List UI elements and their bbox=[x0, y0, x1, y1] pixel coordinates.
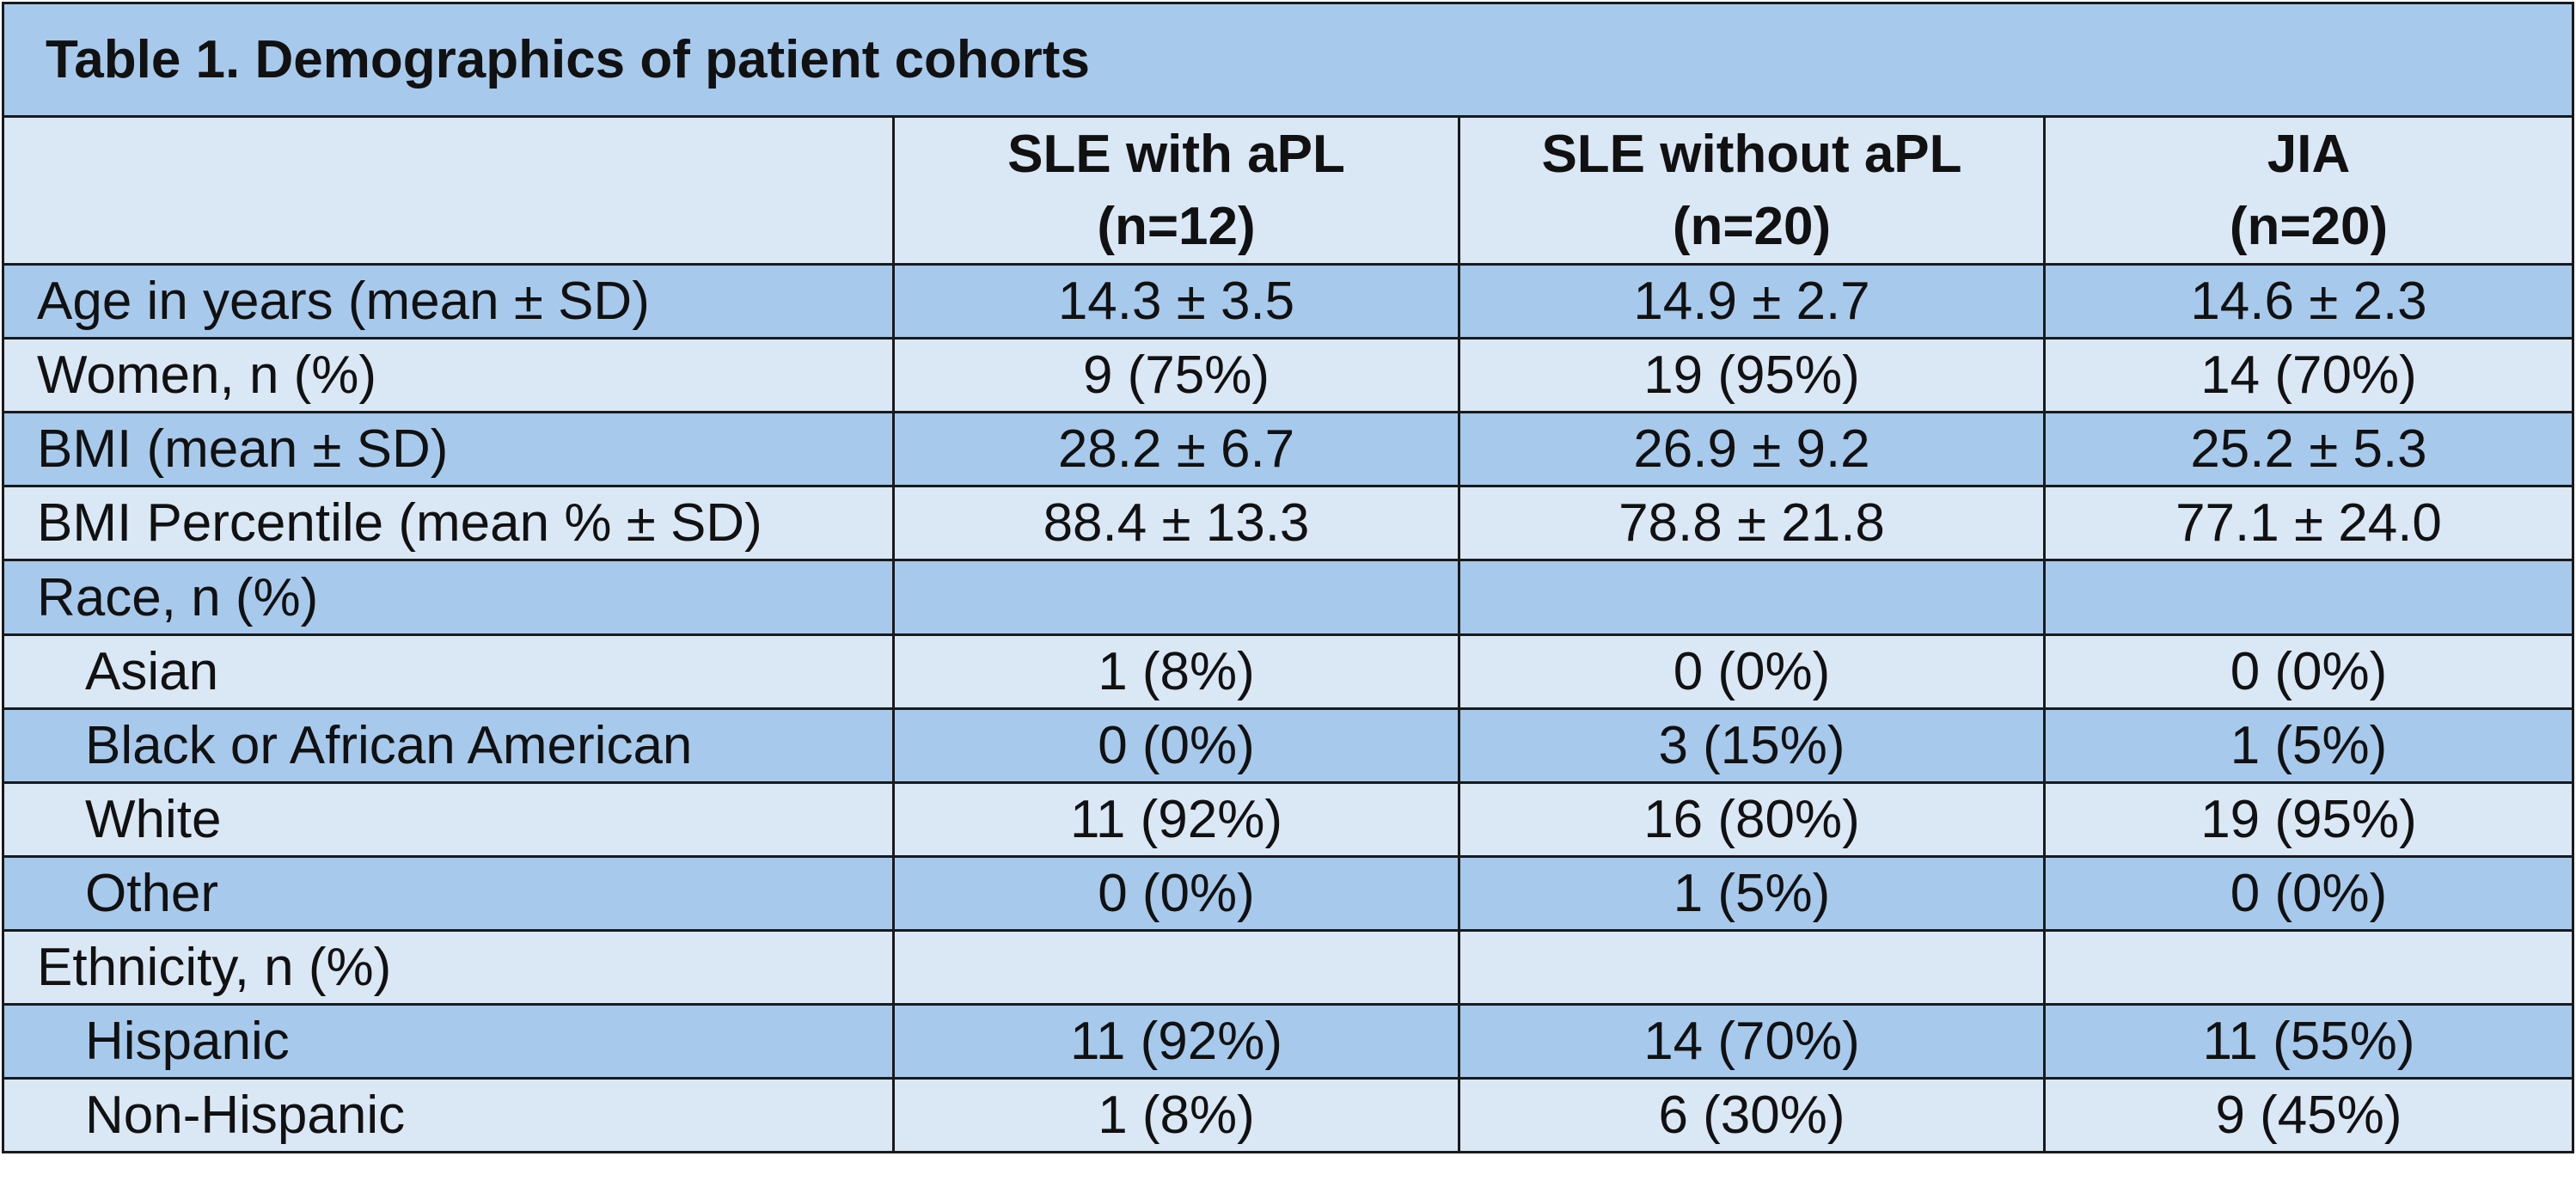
table-row: Non-Hispanic 1 (8%) 6 (30%) 9 (45%) bbox=[2, 1076, 2574, 1154]
row-label: Women, n (%) bbox=[2, 337, 895, 414]
column-header-name: SLE with aPL bbox=[1007, 124, 1345, 184]
column-header-n: (n=20) bbox=[1672, 196, 1832, 256]
row-label: Age in years (mean ± SD) bbox=[2, 263, 895, 340]
table-cell: 6 (30%) bbox=[1458, 1076, 2046, 1154]
table-cell: 0 (0%) bbox=[1458, 633, 2046, 710]
table-row: Ethnicity, n (%) bbox=[2, 928, 2574, 1006]
table-cell: 88.4 ± 13.3 bbox=[892, 485, 1460, 562]
header-empty-cell bbox=[2, 115, 895, 266]
table-cell bbox=[2043, 559, 2574, 636]
table-cell: 1 (5%) bbox=[1458, 854, 2046, 932]
table-cell: 19 (95%) bbox=[1458, 337, 2046, 414]
table-cell: 9 (45%) bbox=[2043, 1076, 2574, 1154]
table-cell: 26.9 ± 9.2 bbox=[1458, 411, 2046, 488]
row-label: BMI Percentile (mean % ± SD) bbox=[2, 485, 895, 562]
row-label: Hispanic bbox=[2, 1002, 895, 1080]
table-title: Table 1. Demographics of patient cohorts bbox=[2, 1, 2574, 119]
table-cell bbox=[1458, 559, 2046, 636]
table-cell bbox=[892, 928, 1460, 1006]
table-cell bbox=[2043, 928, 2574, 1006]
table-cell: 14.6 ± 2.3 bbox=[2043, 263, 2574, 340]
table-cell bbox=[892, 559, 1460, 636]
table-cell: 1 (8%) bbox=[892, 633, 1460, 710]
table-cell: 19 (95%) bbox=[2043, 780, 2574, 858]
column-header-jia: JIA (n=20) bbox=[2043, 115, 2574, 266]
table-cell: 0 (0%) bbox=[2043, 854, 2574, 932]
column-header-name: SLE without aPL bbox=[1541, 124, 1962, 184]
table-cell: 25.2 ± 5.3 bbox=[2043, 411, 2574, 488]
row-label: Asian bbox=[2, 633, 895, 710]
table-row: Black or African American 0 (0%) 3 (15%)… bbox=[2, 707, 2574, 784]
table-cell: 0 (0%) bbox=[2043, 633, 2574, 710]
row-label: Other bbox=[2, 854, 895, 932]
table-cell: 9 (75%) bbox=[892, 337, 1460, 414]
row-label: Non-Hispanic bbox=[2, 1076, 895, 1154]
table-row: BMI Percentile (mean % ± SD) 88.4 ± 13.3… bbox=[2, 485, 2574, 562]
table-cell: 1 (5%) bbox=[2043, 707, 2574, 784]
table-cell: 78.8 ± 21.8 bbox=[1458, 485, 2046, 562]
table-cell: 0 (0%) bbox=[892, 707, 1460, 784]
row-label: Race, n (%) bbox=[2, 559, 895, 636]
table-row: White 11 (92%) 16 (80%) 19 (95%) bbox=[2, 780, 2574, 858]
table-cell: 28.2 ± 6.7 bbox=[892, 411, 1460, 488]
row-label: BMI (mean ± SD) bbox=[2, 411, 895, 488]
table-row: Hispanic 11 (92%) 14 (70%) 11 (55%) bbox=[2, 1002, 2574, 1080]
table-row: Asian 1 (8%) 0 (0%) 0 (0%) bbox=[2, 633, 2574, 710]
table-row: Women, n (%) 9 (75%) 19 (95%) 14 (70%) bbox=[2, 337, 2574, 414]
table-row: Other 0 (0%) 1 (5%) 0 (0%) bbox=[2, 854, 2574, 932]
column-header-name: JIA bbox=[2267, 124, 2351, 184]
column-header-sle-with-apl: SLE with aPL (n=12) bbox=[892, 115, 1460, 266]
row-label: Ethnicity, n (%) bbox=[2, 928, 895, 1006]
table-cell: 16 (80%) bbox=[1458, 780, 2046, 858]
table-cell: 11 (55%) bbox=[2043, 1002, 2574, 1080]
table-cell: 0 (0%) bbox=[892, 854, 1460, 932]
row-label: White bbox=[2, 780, 895, 858]
table-cell: 11 (92%) bbox=[892, 780, 1460, 858]
table-row: Race, n (%) bbox=[2, 559, 2574, 636]
table-row: BMI (mean ± SD) 28.2 ± 6.7 26.9 ± 9.2 25… bbox=[2, 411, 2574, 488]
table-cell: 14.3 ± 3.5 bbox=[892, 263, 1460, 340]
column-header-sle-without-apl: SLE without aPL (n=20) bbox=[1458, 115, 2046, 266]
row-label: Black or African American bbox=[2, 707, 895, 784]
column-header-n: (n=12) bbox=[1097, 196, 1256, 256]
table-cell: 77.1 ± 24.0 bbox=[2043, 485, 2574, 562]
table-row: Age in years (mean ± SD) 14.3 ± 3.5 14.9… bbox=[2, 263, 2574, 340]
table-cell: 14 (70%) bbox=[1458, 1002, 2046, 1080]
table-cell bbox=[1458, 928, 2046, 1006]
table-cell: 1 (8%) bbox=[892, 1076, 1460, 1154]
table-cell: 3 (15%) bbox=[1458, 707, 2046, 784]
table-cell: 14.9 ± 2.7 bbox=[1458, 263, 2046, 340]
table-cell: 11 (92%) bbox=[892, 1002, 1460, 1080]
table-cell: 14 (70%) bbox=[2043, 337, 2574, 414]
demographics-table: Table 1. Demographics of patient cohorts… bbox=[2, 1, 2574, 1154]
column-header-n: (n=20) bbox=[2229, 196, 2389, 256]
